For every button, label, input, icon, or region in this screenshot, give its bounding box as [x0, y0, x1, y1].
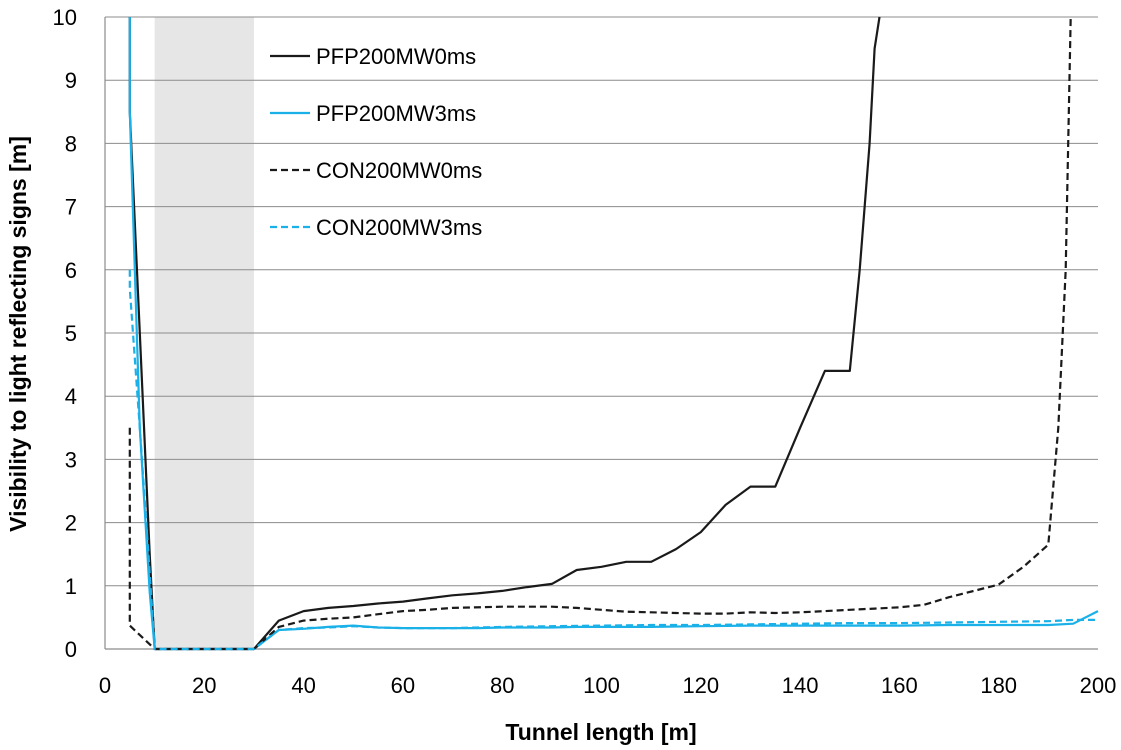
x-axis-title: Tunnel length [m] — [505, 719, 696, 745]
x-tick-label-3: 60 — [391, 673, 415, 698]
y-tick-label-2: 2 — [65, 511, 77, 536]
y-tick-label-3: 3 — [65, 447, 77, 472]
x-tick-label-8: 160 — [881, 673, 918, 698]
x-tick-label-4: 80 — [490, 673, 514, 698]
legend-label-0: PFP200MW0ms — [316, 44, 476, 69]
x-tick-label-6: 120 — [682, 673, 719, 698]
y-tick-label-1: 1 — [65, 574, 77, 599]
series-layer — [128, 16, 1099, 651]
legend: PFP200MW0ms PFP200MW3ms CON200MW0ms CON200M… — [270, 44, 482, 240]
x-tick-label-10: 200 — [1080, 673, 1117, 698]
y-tick-label-8: 8 — [65, 131, 77, 156]
axis-layer — [104, 17, 1098, 650]
y-tick-label-10: 10 — [53, 5, 77, 30]
x-tick-label-7: 140 — [782, 673, 819, 698]
series-line-con200mw0ms — [128, 16, 1072, 651]
x-tick-label-9: 180 — [980, 673, 1017, 698]
legend-label-1: PFP200MW3ms — [316, 101, 476, 126]
y-axis-title: Visibility to light reflecting signs [m] — [5, 136, 31, 532]
x-tick-label-5: 100 — [583, 673, 620, 698]
tick-label-layer: 0 20 40 60 80 100 120 140 160 180 200 0 1 2 3 4 5 6 7 8 9 10 — [53, 5, 1117, 698]
x-tick-label-2: 40 — [291, 673, 315, 698]
y-tick-label-9: 9 — [65, 68, 77, 93]
x-tick-label-1: 20 — [192, 673, 216, 698]
y-tick-label-5: 5 — [65, 321, 77, 346]
legend-label-2: CON200MW0ms — [316, 158, 482, 183]
series-line-pfp200mw0ms — [128, 16, 881, 651]
y-tick-label-7: 7 — [65, 195, 77, 220]
series-line-con200mw3ms — [128, 269, 1098, 651]
legend-label-3: CON200MW3ms — [316, 215, 482, 240]
y-tick-label-4: 4 — [65, 384, 77, 409]
y-tick-label-0: 0 — [65, 637, 77, 662]
grid-layer — [105, 16, 1098, 587]
y-tick-label-6: 6 — [65, 258, 77, 283]
x-tick-label-0: 0 — [99, 673, 111, 698]
